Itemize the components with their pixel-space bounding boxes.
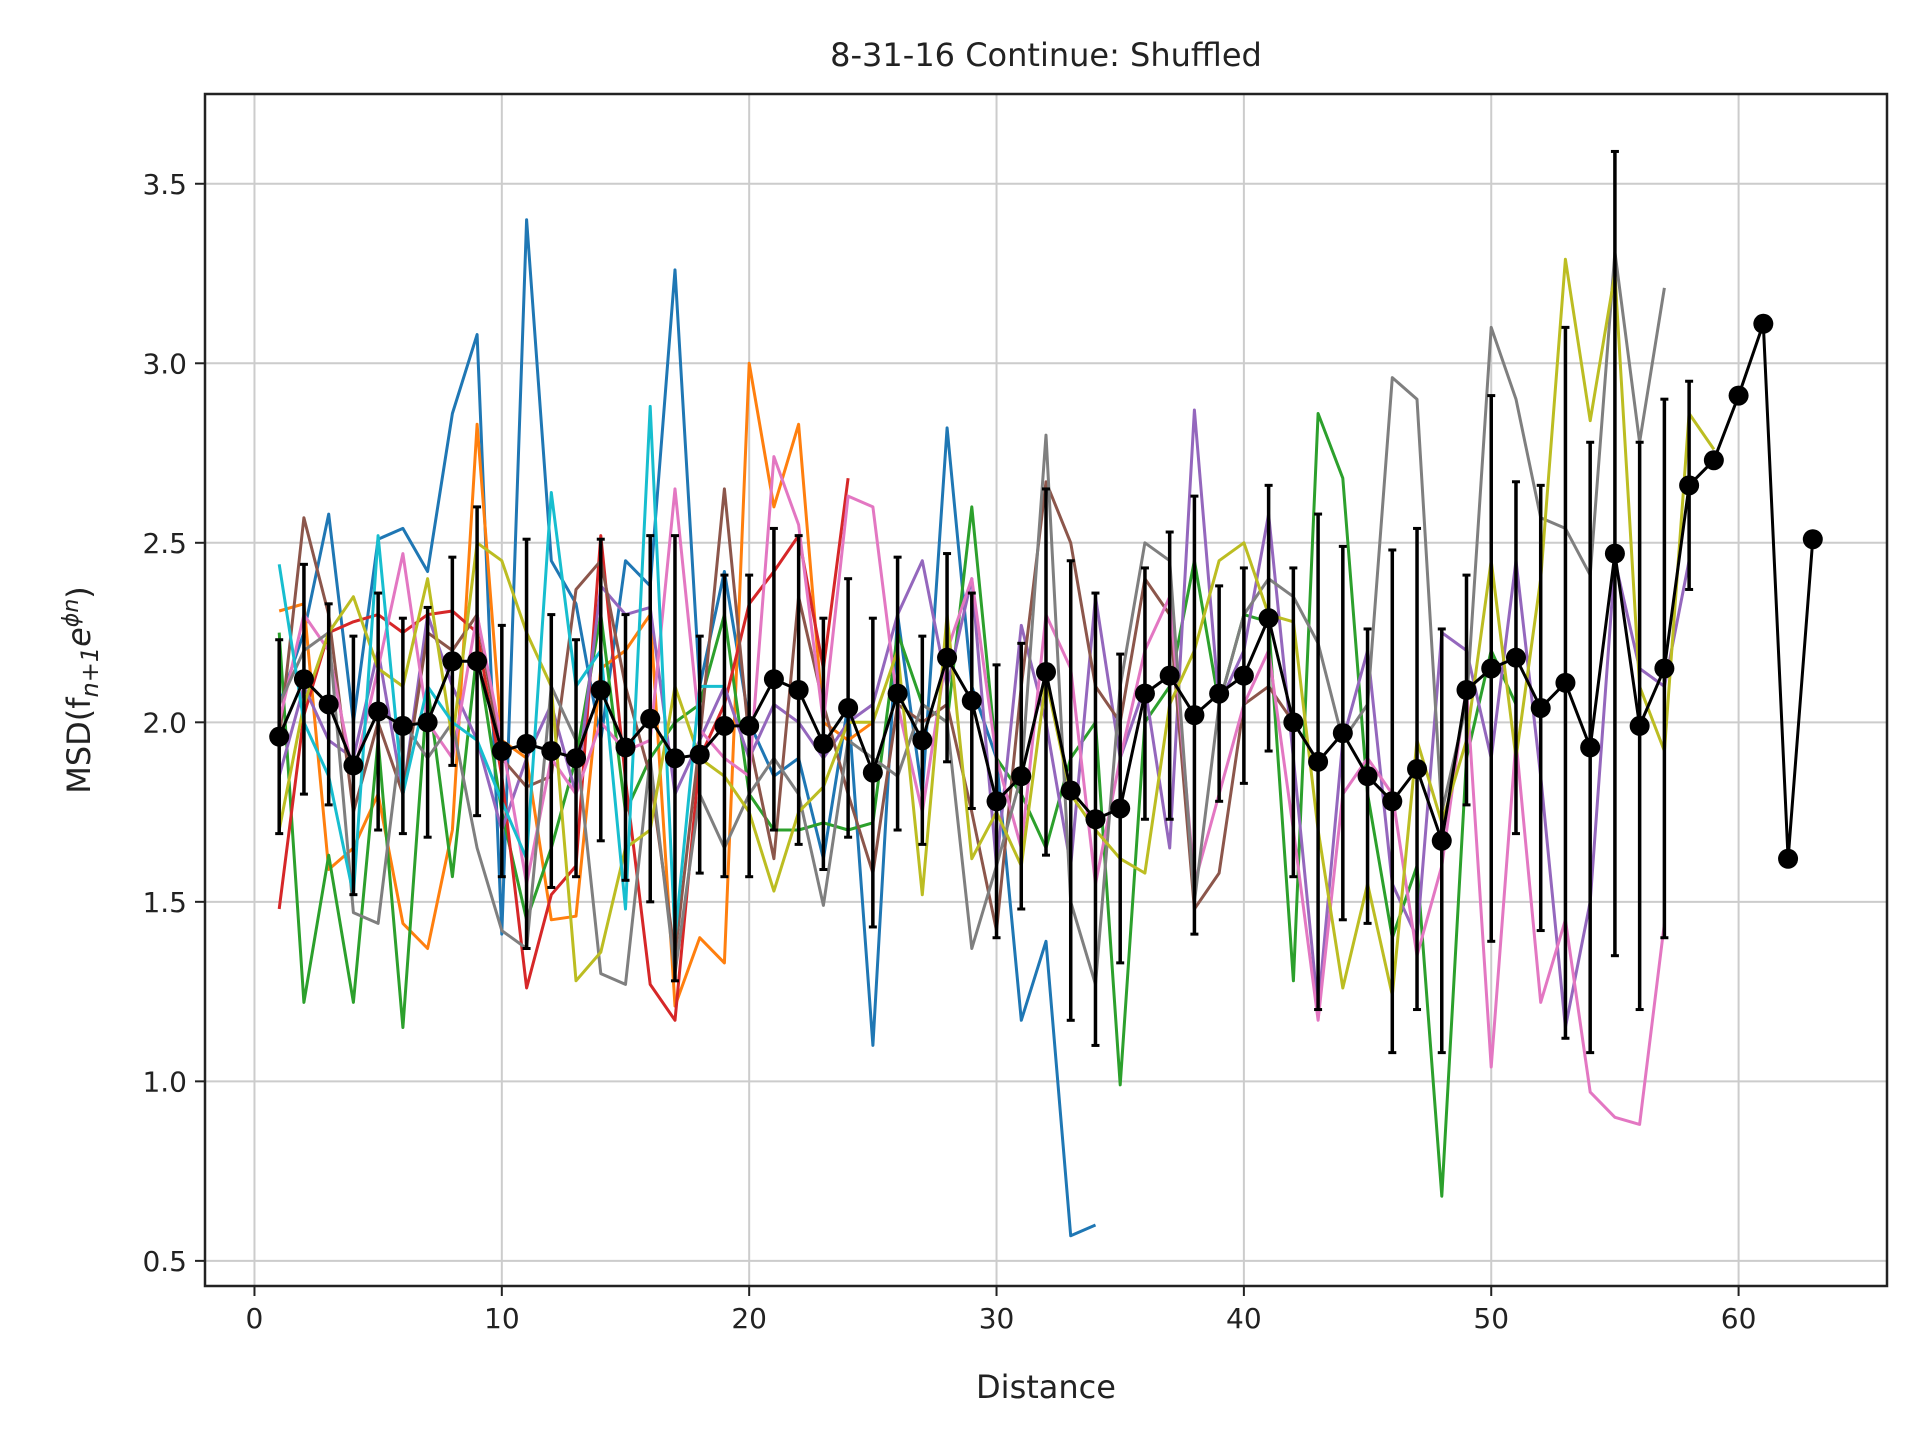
x-tick-label: 30: [979, 1302, 1015, 1335]
mean-point: [1184, 705, 1205, 726]
mean-point: [1382, 791, 1403, 812]
y-tick-label: 1.0: [142, 1065, 187, 1098]
mean-point: [664, 748, 685, 769]
mean-point: [1753, 313, 1774, 334]
mean-point: [1802, 529, 1823, 550]
mean-point: [1110, 798, 1131, 819]
mean-point: [1209, 683, 1230, 704]
x-tick-label: 0: [246, 1302, 264, 1335]
mean-point: [368, 701, 389, 722]
mean-point: [862, 762, 883, 783]
mean-layer: [269, 313, 1823, 869]
x-axis-label: Distance: [976, 1368, 1116, 1406]
mean-point: [937, 647, 958, 668]
mean-point: [763, 669, 784, 690]
mean-point: [1308, 751, 1329, 772]
y-axis-label-sup: ϕn: [59, 599, 84, 627]
mean-point: [1357, 766, 1378, 787]
mean-point: [1258, 608, 1279, 629]
mean-point: [1679, 475, 1700, 496]
mean-point: [1778, 848, 1799, 869]
y-axis-label-end: ): [60, 586, 98, 598]
mean-point: [541, 741, 562, 762]
mean-point: [788, 680, 809, 700]
mean-point: [1555, 672, 1576, 693]
y-axis-label-mid: e: [60, 627, 98, 647]
mean-point: [417, 712, 438, 733]
y-tick-label: 2.5: [142, 527, 187, 560]
mean-point: [269, 726, 290, 747]
mean-point: [343, 755, 364, 776]
mean-point: [1456, 680, 1477, 700]
mean-point: [1728, 385, 1749, 406]
y-tick-label: 1.5: [142, 886, 187, 919]
mean-point: [1036, 662, 1056, 683]
y-tick-label: 3.0: [142, 347, 187, 380]
mean-point: [1580, 737, 1601, 758]
mean-point: [491, 741, 512, 762]
series-line-8: [277, 250, 1666, 986]
mean-point: [1654, 658, 1675, 679]
mean-point: [615, 737, 636, 758]
y-tick-label: 2.0: [142, 706, 187, 739]
mean-point: [1134, 683, 1155, 704]
mean-point: [986, 791, 1007, 812]
series-line-7: [277, 455, 1666, 1126]
y-tick-label: 3.5: [142, 168, 187, 201]
mean-point: [1060, 780, 1081, 801]
mean-point: [739, 715, 760, 736]
ticks: 0 10 20 30 40 50 60 0.5 1.0 1.5 2.0 2.5 3.0 3.5: [142, 168, 1756, 1335]
mean-point: [392, 715, 413, 736]
series-line-5: [277, 408, 1691, 1029]
mean-point: [1283, 712, 1304, 733]
mean-point: [467, 651, 488, 672]
x-tick-label: 10: [484, 1302, 520, 1335]
series-line-6: [277, 480, 1295, 958]
x-tick-label: 20: [731, 1302, 767, 1335]
mean-point: [318, 694, 339, 715]
mean-point: [1703, 450, 1724, 471]
mean-point: [1233, 665, 1254, 686]
mean-point: [516, 733, 537, 754]
chart-title: 8-31-16 Continue: Shuffled: [830, 36, 1262, 74]
mean-point: [590, 680, 611, 700]
y-axis-label-sub: n+1: [76, 647, 104, 698]
x-tick-label: 60: [1721, 1302, 1757, 1335]
mean-point: [1505, 647, 1526, 668]
mean-point: [689, 744, 710, 765]
mean-point: [1159, 665, 1180, 686]
mean-point: [1604, 543, 1625, 564]
mean-point: [640, 708, 661, 729]
mean-point: [442, 651, 463, 672]
mean-point: [714, 715, 735, 736]
mean-point: [1530, 697, 1551, 718]
mean-point: [1629, 715, 1650, 736]
mean-point: [1407, 758, 1428, 779]
y-axis-label: MSD(fn+1eϕn): [59, 586, 104, 794]
mean-point: [293, 669, 314, 690]
mean-point: [1481, 658, 1502, 679]
mean-point: [838, 697, 859, 718]
mean-point: [1085, 809, 1106, 830]
mean-point: [912, 730, 933, 751]
x-tick-label: 40: [1226, 1302, 1262, 1335]
mean-point: [887, 683, 908, 704]
mean-point: [1431, 830, 1452, 851]
x-tick-label: 50: [1473, 1302, 1509, 1335]
series-line-1: [277, 218, 1097, 1238]
axes-frame: [203, 92, 1889, 1288]
y-axis-label-main: MSD(f: [60, 697, 98, 794]
mean-point: [566, 748, 587, 769]
mean-point: [813, 733, 834, 754]
y-tick-label: 0.5: [142, 1245, 187, 1278]
mean-point: [1011, 766, 1032, 787]
mean-point: [1332, 723, 1353, 744]
mean-point: [961, 690, 982, 711]
